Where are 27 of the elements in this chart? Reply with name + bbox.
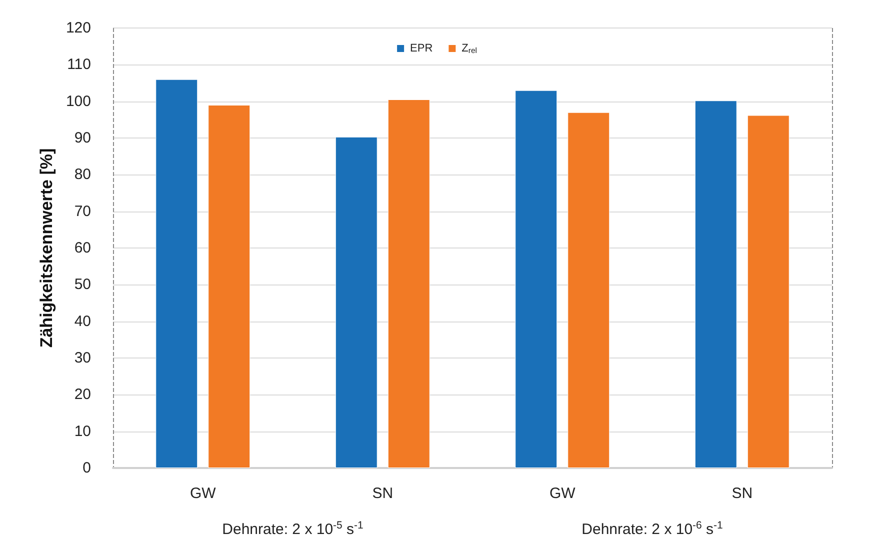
y-tick-label: 60: [74, 240, 91, 256]
y-tick-label: 50: [74, 276, 91, 294]
y-tick-label: 70: [74, 202, 91, 220]
y-tick-label: 80: [74, 166, 91, 184]
x-tick-label: SN: [372, 485, 394, 502]
bar: [208, 105, 250, 468]
bar: [388, 100, 430, 468]
y-tick-label: 20: [74, 386, 91, 404]
y-tick-label: 120: [66, 20, 91, 36]
bar: [156, 79, 198, 468]
y-tick-label: 90: [74, 130, 91, 146]
y-axis-title: Zähigkeitskennwerte [%]: [37, 148, 56, 348]
bar: [747, 115, 790, 468]
y-tick-label: 0: [82, 460, 91, 476]
bar: [335, 136, 378, 468]
y-tick-label: 10: [74, 422, 91, 440]
x-tick-label: SN: [732, 485, 753, 502]
bar: [568, 112, 610, 468]
x-tick-label: GW: [190, 485, 217, 502]
y-tick-label: 40: [74, 312, 91, 330]
bar: [694, 100, 737, 468]
y-tick-label: 30: [74, 350, 91, 366]
bar: [515, 90, 558, 468]
legend-label: EPR: [410, 42, 433, 54]
y-tick-label: 110: [67, 56, 91, 74]
y-tick-label: 100: [66, 92, 91, 110]
x-tick-label: GW: [549, 485, 576, 502]
